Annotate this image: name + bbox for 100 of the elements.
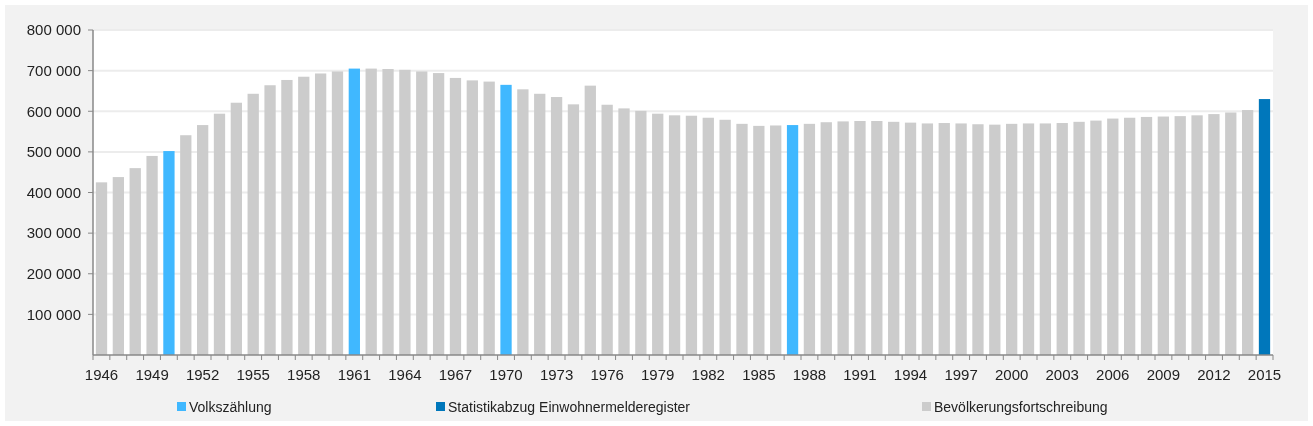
bar	[601, 104, 613, 355]
bar	[921, 123, 934, 355]
bar	[331, 71, 344, 355]
bar	[550, 97, 563, 355]
x-tick-label: 1994	[893, 366, 928, 383]
bar	[584, 85, 596, 355]
y-tick-label: 500 000	[26, 143, 81, 161]
x-tick-label: 1982	[691, 366, 725, 383]
x-tick-label: 1991	[843, 366, 877, 383]
bar	[635, 110, 647, 355]
bar	[1258, 99, 1271, 355]
bar	[972, 124, 984, 355]
bar	[449, 77, 462, 355]
bar	[399, 69, 411, 355]
bar	[803, 123, 816, 355]
bar	[1174, 116, 1186, 355]
x-tick-label: 1946	[84, 366, 119, 383]
bar	[652, 113, 664, 355]
x-tick-label: 2006	[1096, 366, 1130, 383]
x-tick-label: 1970	[489, 366, 523, 383]
x-tick-label: 1979	[641, 366, 675, 383]
bar	[837, 121, 849, 355]
bar	[146, 155, 158, 355]
y-tick-label: 700 000	[26, 61, 81, 79]
x-tick-label: 2009	[1146, 366, 1181, 383]
x-tick-label: 2015	[1247, 366, 1282, 383]
x-tick-label: 1988	[792, 366, 827, 383]
x-tick-label: 1964	[388, 366, 422, 383]
bar	[416, 71, 428, 355]
y-tick-label: 200 000	[26, 265, 81, 282]
x-tick-label: 1961	[337, 366, 372, 383]
bar	[247, 93, 259, 355]
bar	[1208, 114, 1220, 355]
bar	[685, 115, 698, 355]
bar	[1090, 120, 1102, 355]
bar	[432, 73, 445, 355]
bar	[736, 123, 748, 355]
y-tick-label: 100 000	[26, 305, 81, 323]
bar	[770, 125, 782, 355]
y-tick-label: 800 000	[26, 21, 81, 39]
bar	[1225, 112, 1237, 355]
x-tick-label: 1952	[185, 366, 220, 383]
x-tick-label: 1997	[944, 366, 978, 383]
bar	[1006, 123, 1018, 355]
bar	[129, 168, 141, 355]
bar	[786, 125, 799, 355]
bar	[1056, 123, 1068, 355]
bar	[989, 124, 1001, 355]
legend-label: Volkszählung	[189, 398, 272, 415]
x-tick-label: 1958	[287, 366, 321, 383]
x-tick-label: 2003	[1045, 366, 1079, 383]
bar	[230, 102, 242, 355]
bar	[753, 125, 765, 355]
y-tick-label: 300 000	[26, 224, 81, 242]
bar	[1022, 123, 1035, 355]
bar	[483, 81, 495, 355]
bar	[348, 68, 360, 355]
x-tick-label: 1949	[135, 366, 169, 383]
bar	[1039, 123, 1052, 355]
bar	[382, 69, 394, 355]
bar	[95, 182, 108, 355]
bar	[618, 108, 630, 355]
bar	[1073, 121, 1085, 355]
x-tick-label: 1955	[236, 366, 270, 383]
y-tick-label: 600 000	[26, 102, 81, 120]
bar	[213, 113, 226, 355]
bar	[298, 76, 310, 355]
bar	[264, 85, 276, 355]
x-tick-label: 1976	[590, 366, 624, 383]
x-tick-label: 1967	[438, 366, 473, 383]
bar	[854, 121, 866, 355]
bar	[466, 80, 478, 355]
x-tick-label: 2012	[1197, 366, 1231, 383]
x-tick-label: 2000	[994, 366, 1029, 383]
bar	[567, 104, 580, 355]
bar	[820, 122, 832, 355]
bar	[888, 121, 900, 355]
bar	[904, 122, 917, 355]
bar	[1157, 116, 1169, 355]
bar	[1241, 110, 1254, 355]
bar	[955, 123, 967, 355]
bar	[1107, 118, 1119, 355]
bar	[871, 121, 883, 355]
bar	[1124, 117, 1136, 355]
bar	[314, 73, 327, 355]
bar	[281, 79, 293, 355]
y-tick-label: 400 000	[26, 183, 81, 201]
bar	[112, 177, 125, 355]
bar	[365, 68, 377, 355]
bar	[517, 89, 529, 355]
bar	[938, 123, 950, 355]
bar	[1140, 116, 1153, 355]
x-tick-label: 1973	[539, 366, 574, 383]
bar	[196, 125, 209, 355]
bar	[180, 135, 192, 355]
legend-label: Statistikabzug Einwohnermelderegister	[448, 398, 691, 415]
x-tick-label: 1985	[742, 366, 776, 383]
bar	[702, 117, 714, 355]
bar	[1191, 115, 1203, 355]
bar	[719, 119, 731, 355]
